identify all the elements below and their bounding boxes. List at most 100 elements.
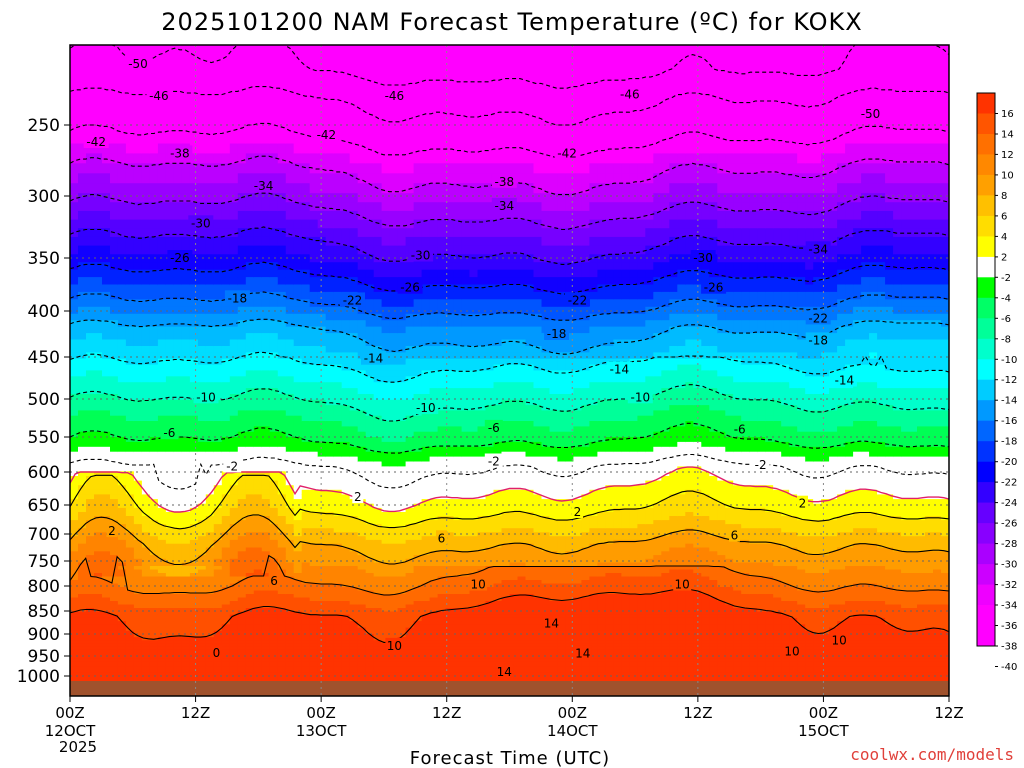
temp-cell — [78, 587, 87, 592]
temp-cell — [349, 78, 359, 91]
temp-cell — [317, 437, 327, 443]
temp-cell — [373, 133, 383, 144]
temp-cell — [117, 573, 127, 578]
temp-cell — [213, 630, 223, 635]
temp-cell — [141, 388, 151, 395]
temp-cell — [333, 532, 343, 537]
temp-cell — [197, 382, 207, 389]
temp-cell — [110, 236, 119, 247]
temp-cell — [78, 601, 87, 606]
temp-cell — [157, 512, 167, 517]
temp-cell — [102, 219, 111, 229]
temp-cell — [133, 269, 143, 278]
temp-cell — [86, 551, 95, 556]
temp-cell — [205, 646, 215, 650]
temp-cell — [149, 394, 159, 401]
temp-cell — [133, 646, 143, 650]
temp-cell — [221, 284, 231, 293]
temp-cell — [381, 666, 391, 671]
temp-cell — [117, 637, 127, 641]
temp-cell — [70, 153, 79, 164]
temp-cell — [141, 580, 151, 585]
temp-cell — [157, 573, 167, 578]
temp-cell — [141, 658, 151, 662]
temp-cell — [189, 551, 199, 556]
temp-cell — [157, 101, 167, 113]
temp-cell — [125, 543, 135, 549]
temp-cell — [157, 346, 167, 353]
temp-cell — [157, 494, 167, 500]
temp-cell — [253, 494, 263, 500]
temp-cell — [173, 45, 183, 57]
temp-cell — [301, 608, 311, 613]
temp-cell — [102, 193, 111, 203]
temp-cell — [325, 163, 335, 174]
temp-cell — [70, 669, 79, 673]
temp-cell — [229, 431, 239, 438]
temp-cell — [133, 202, 143, 212]
temp-cell — [189, 123, 199, 135]
temp-cell — [78, 399, 87, 406]
temp-cell — [365, 604, 375, 609]
temp-cell — [397, 410, 407, 417]
temp-cell — [309, 543, 319, 549]
temp-cell — [86, 358, 95, 366]
temp-cell — [245, 543, 255, 549]
temp-cell — [102, 291, 111, 300]
temp-cell — [94, 471, 103, 477]
temp-cell — [110, 675, 119, 682]
temp-cell — [333, 426, 343, 433]
temp-cell — [309, 630, 319, 635]
temp-cell — [173, 339, 183, 347]
temp-cell — [78, 604, 87, 609]
temp-cell — [253, 566, 263, 571]
temp-cell — [78, 576, 87, 581]
temp-cell — [229, 405, 239, 411]
temp-cell — [349, 394, 359, 401]
temp-cell — [102, 516, 111, 521]
temp-cell — [365, 507, 375, 513]
temp-cell — [133, 524, 143, 529]
temp-cell — [117, 299, 127, 308]
temp-cell — [405, 601, 415, 606]
temp-cell — [373, 649, 383, 654]
temp-cell — [117, 451, 127, 458]
temp-cell — [133, 112, 143, 124]
temp-cell — [245, 173, 255, 184]
temp-cell — [165, 672, 175, 676]
temp-cell — [94, 431, 103, 438]
temp-cell — [325, 583, 335, 588]
temp-cell — [317, 485, 327, 491]
temp-cell — [373, 364, 383, 372]
temp-cell — [102, 499, 111, 505]
temp-cell — [309, 480, 319, 486]
temp-cell — [269, 624, 279, 629]
temp-cell — [213, 364, 223, 372]
temp-cell — [381, 503, 391, 509]
temp-cell — [365, 555, 375, 560]
temp-cell — [325, 262, 335, 271]
temp-cell — [165, 45, 175, 57]
temp-cell — [197, 153, 207, 164]
temp-cell — [269, 219, 279, 229]
temp-cell — [261, 313, 271, 321]
temp-cell — [349, 346, 359, 353]
temp-cell — [333, 163, 343, 174]
temp-cell — [110, 326, 119, 334]
temp-cell — [205, 153, 215, 164]
temp-cell — [357, 624, 367, 629]
temp-cell — [253, 471, 263, 477]
temp-cell — [197, 507, 207, 513]
temp-cell — [157, 604, 167, 609]
temp-cell — [341, 594, 351, 599]
temp-cell — [381, 431, 391, 438]
temp-cell — [70, 78, 79, 91]
temp-cell — [229, 388, 239, 395]
temp-cell — [245, 236, 255, 247]
temp-cell — [253, 621, 263, 625]
temp-cell — [213, 143, 223, 154]
temp-cell — [102, 569, 111, 574]
temp-cell — [293, 532, 303, 537]
temp-cell — [373, 655, 383, 659]
temp-cell — [317, 503, 327, 509]
